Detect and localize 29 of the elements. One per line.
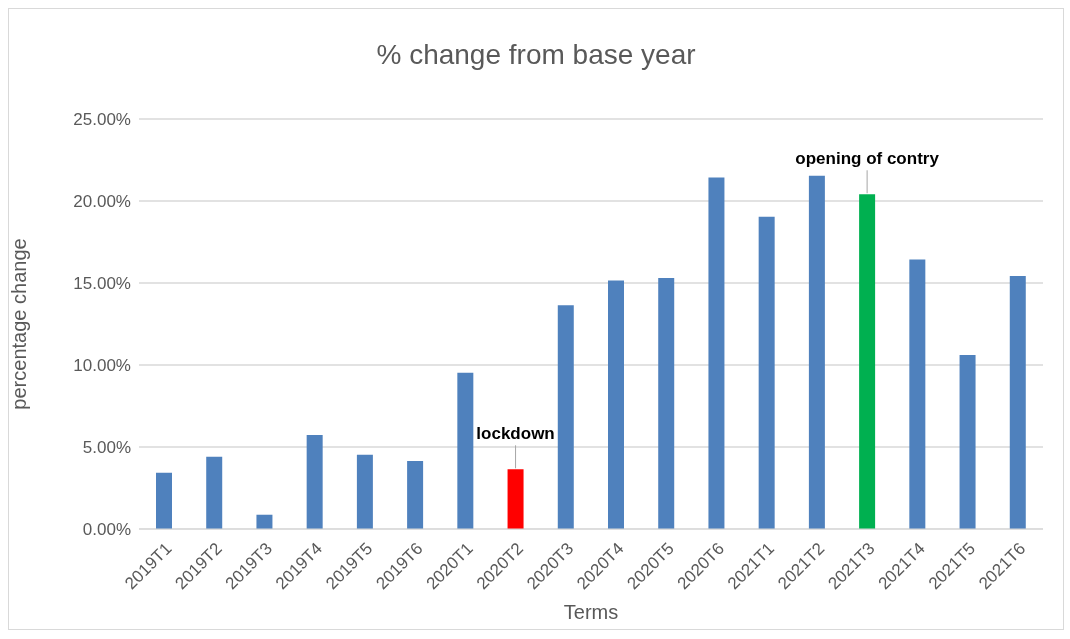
annotation: lockdown	[476, 424, 555, 444]
bar	[206, 456, 223, 529]
bar	[306, 435, 323, 529]
bar	[909, 259, 926, 529]
bar	[256, 514, 273, 529]
bar	[1009, 275, 1026, 529]
chart-title: % change from base year	[375, 39, 697, 71]
x-axis-title: Terms	[563, 601, 619, 623]
annotation: opening of contry	[795, 149, 940, 169]
bar	[959, 355, 976, 529]
y-tick-label: 15.00%	[73, 274, 131, 294]
bar	[758, 216, 775, 529]
y-tick-label: 0.00%	[82, 520, 131, 540]
y-axis-title: percentage change	[8, 238, 31, 410]
bar	[859, 194, 876, 529]
bar	[507, 469, 524, 529]
y-tick-label: 25.00%	[73, 110, 131, 130]
bar	[658, 278, 675, 529]
bar	[608, 280, 624, 529]
bar	[356, 454, 373, 529]
y-tick-label: 5.00%	[82, 438, 131, 458]
bar	[557, 305, 574, 529]
bar	[808, 175, 825, 529]
y-tick-label: 10.00%	[73, 356, 131, 376]
bar	[407, 460, 424, 529]
bar	[457, 372, 474, 529]
y-tick-label: 20.00%	[73, 192, 131, 212]
bar	[156, 472, 172, 529]
bar	[708, 177, 725, 529]
